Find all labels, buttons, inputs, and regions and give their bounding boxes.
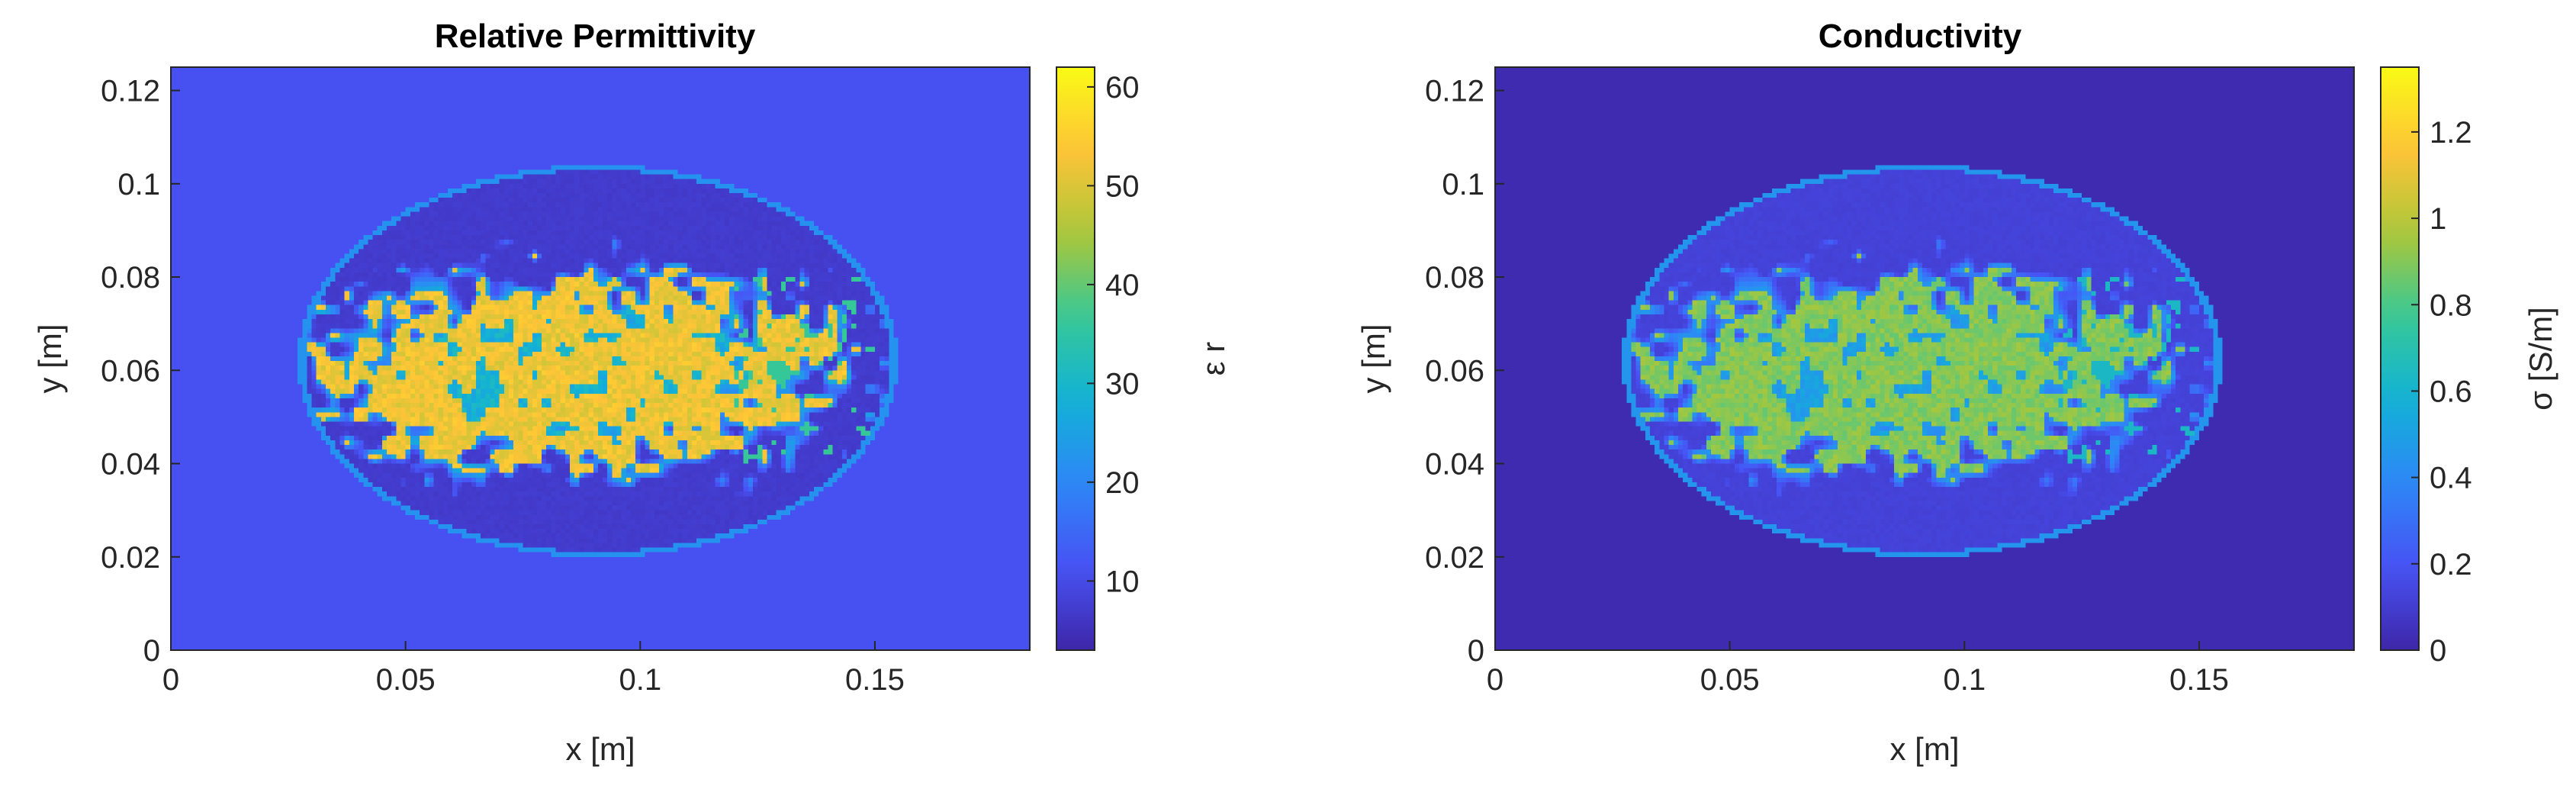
plot-frame xyxy=(1494,66,2355,651)
conductivity-heatmap xyxy=(1495,67,2354,650)
y-axis-label: y [m] xyxy=(32,324,68,394)
y-tick-label: 0.1 xyxy=(1442,168,1484,201)
x-axis-label: x [m] xyxy=(1890,731,1960,767)
colorbar-tick-label: 0.6 xyxy=(2430,375,2472,408)
x-tick-label: 0.1 xyxy=(619,663,661,697)
colorbar-frame xyxy=(2380,66,2420,651)
colorbar-tick-label: 1 xyxy=(2430,202,2446,236)
x-tick-label: 0.15 xyxy=(2169,663,2229,697)
colorbar xyxy=(1056,67,1095,650)
colorbar-tick-label: 0.4 xyxy=(2430,462,2472,495)
colorbar-tick-label: 1.2 xyxy=(2430,116,2472,150)
colorbar-tick-label: 50 xyxy=(1105,169,1140,203)
colorbar-label: σ [S/m] xyxy=(2523,307,2558,411)
x-axis-label: x [m] xyxy=(566,731,635,767)
colorbar-tick-label: 0 xyxy=(2430,634,2446,668)
x-tick-label: 0.05 xyxy=(376,663,436,697)
y-tick-label: 0.08 xyxy=(101,261,160,295)
colorbar-tick-label: 0.8 xyxy=(2430,288,2472,322)
conductivity-panel: Conductivity 0 0.05 0.1 0.15 0 0.02 0.04 0.06 0.… xyxy=(1356,18,2558,767)
x-tick-label: 0.15 xyxy=(845,663,905,697)
colorbar-tick-label: 20 xyxy=(1105,466,1140,500)
colorbar-tick-label: 0.2 xyxy=(2430,548,2472,581)
x-tick-label: 0.05 xyxy=(1700,663,1760,697)
chart-title: Relative Permittivity xyxy=(435,18,756,55)
colorbar-tick-label: 30 xyxy=(1105,367,1140,401)
y-tick-label: 0.12 xyxy=(101,75,160,108)
y-tick-label: 0.02 xyxy=(101,541,160,575)
chart-title: Conductivity xyxy=(1819,18,2022,55)
permittivity-heatmap xyxy=(171,67,1030,650)
y-tick-label: 0.02 xyxy=(1425,541,1484,575)
colorbar-tick-label: 60 xyxy=(1105,71,1140,105)
colorbar-tick-label: 40 xyxy=(1105,269,1140,302)
x-tick-label: 0.1 xyxy=(1943,663,1986,697)
colorbar-label: ε r xyxy=(1195,342,1231,375)
y-tick-label: 0 xyxy=(1468,634,1484,668)
y-tick-label: 0.04 xyxy=(1425,448,1484,482)
x-tick-label: 0 xyxy=(1487,663,1503,697)
x-tick-label: 0 xyxy=(162,663,179,697)
y-tick-label: 0.1 xyxy=(117,168,160,201)
y-axis-label: y [m] xyxy=(1356,324,1391,394)
y-tick-label: 0.06 xyxy=(1425,354,1484,388)
y-tick-label: 0.12 xyxy=(1425,75,1484,108)
plot-frame xyxy=(170,66,1031,651)
colorbar xyxy=(2381,67,2419,650)
y-tick-label: 0 xyxy=(143,634,160,668)
permittivity-panel: Relative Permittivity 0 0.05 0.1 0.1500.020… xyxy=(32,18,1231,767)
colorbar-tick-label: 10 xyxy=(1105,565,1140,598)
y-tick-label: 0.08 xyxy=(1425,261,1484,295)
y-tick-label: 0.04 xyxy=(101,448,160,482)
y-tick-label: 0.06 xyxy=(101,354,160,388)
colorbar-frame xyxy=(1056,66,1095,651)
